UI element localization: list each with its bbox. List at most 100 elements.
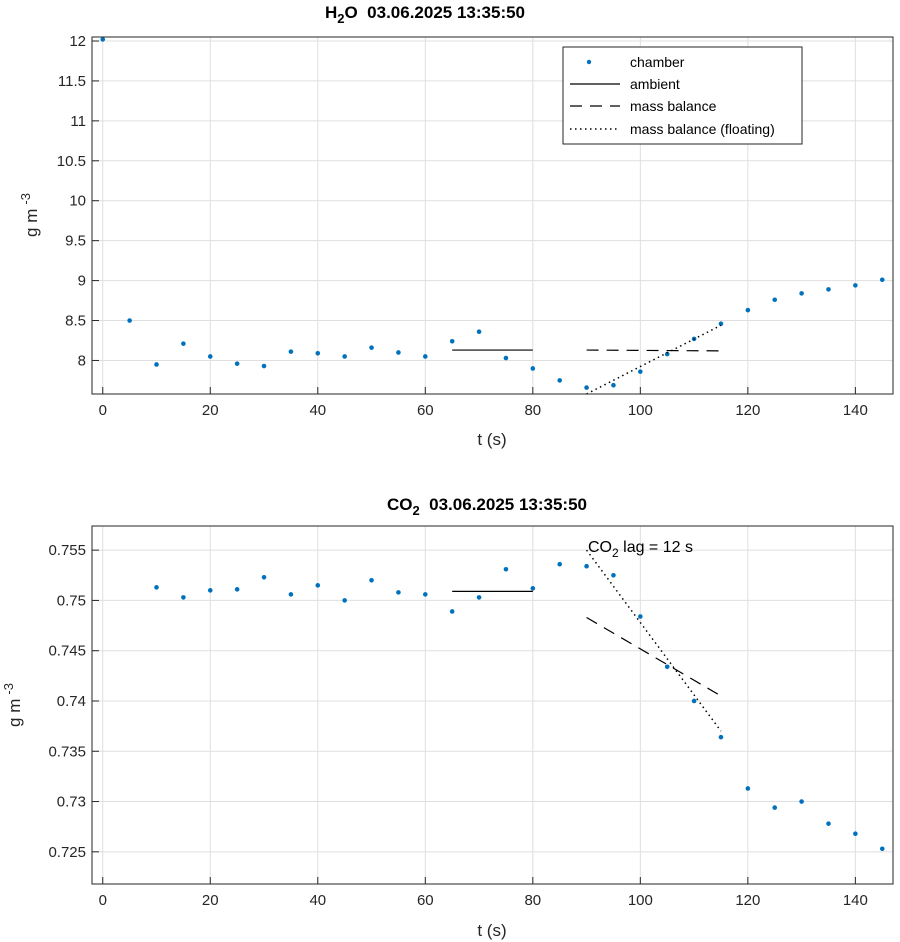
co2-chart: 0 20 40 60 80 100 120 140 0.725 0.73 0.735 0.74 0.74… xyxy=(1,495,894,940)
chamber-point xyxy=(745,786,751,791)
chamber-point xyxy=(718,734,724,740)
chamber-point xyxy=(664,664,670,670)
x-axis-label: t (s) xyxy=(477,921,506,940)
chamber-point xyxy=(315,350,321,356)
chamber-point xyxy=(853,831,858,837)
x-tick-label: 80 xyxy=(524,892,541,909)
y-tick-label: 10 xyxy=(69,193,86,210)
chamber-point xyxy=(853,283,858,288)
legend: chamber ambient mass balance mass balanc… xyxy=(562,46,803,145)
y-tick-label: 11 xyxy=(70,113,86,130)
chamber-point xyxy=(369,578,374,583)
chamber-point xyxy=(342,354,347,359)
chamber-point xyxy=(315,583,321,588)
x-tick-label: 60 xyxy=(417,402,434,419)
series-layer xyxy=(154,549,885,852)
chamber-point xyxy=(476,595,482,600)
legend-mass-balance-floating-label: mass balance (floating) xyxy=(630,121,775,137)
chamber-point xyxy=(100,37,106,42)
chamber-point xyxy=(181,341,186,346)
chamber-point xyxy=(664,351,670,357)
ticks: 0 20 40 60 80 100 120 140 0.725 0.73 0.735 0.74 0.74… xyxy=(48,542,867,909)
y-tick-label: 0.745 xyxy=(48,643,86,660)
x-tick-label: 80 xyxy=(524,402,541,419)
axes-box xyxy=(91,36,894,395)
chamber-point xyxy=(879,846,885,852)
legend-ambient-label: ambient xyxy=(630,76,680,92)
x-tick-label: 0 xyxy=(99,402,107,419)
chart-title: H2O 03.06.2025 13:35:50 xyxy=(325,3,525,26)
chamber-point xyxy=(342,598,347,603)
x-tick-label: 0 xyxy=(99,892,107,909)
chamber-point xyxy=(369,345,374,350)
lag-annotation-rest: lag = 12 s xyxy=(619,539,693,556)
title-main: H xyxy=(325,3,337,22)
mass-balance-line xyxy=(586,616,722,697)
lag-annotation: CO2 lag = 12 s xyxy=(588,539,693,560)
chamber-point xyxy=(503,566,509,572)
chamber-point xyxy=(288,592,294,597)
y-tick-label: 0.755 xyxy=(48,542,86,559)
y-tick-label: 8.5 xyxy=(65,313,86,330)
chamber-point xyxy=(396,590,401,595)
y-axis-label: g m -3 xyxy=(18,193,41,237)
y-axis-label-main: g m xyxy=(5,699,24,727)
y-axis-label-main: g m xyxy=(22,209,41,237)
title-rest: 03.06.2025 13:35:50 xyxy=(420,495,587,514)
x-tick-label: 40 xyxy=(309,402,326,419)
y-tick-label: 11.5 xyxy=(58,73,86,90)
mass-balance-floating-line xyxy=(586,324,722,395)
chamber-point xyxy=(638,369,643,374)
x-tick-label: 40 xyxy=(309,892,326,909)
chamber-point xyxy=(288,349,294,354)
y-tick-label: 8 xyxy=(78,352,86,369)
legend-mass-balance-label: mass balance xyxy=(630,98,717,114)
chamber-point xyxy=(772,297,778,303)
x-tick-label: 140 xyxy=(843,892,868,909)
chamber-point xyxy=(449,338,455,344)
title-main: CO xyxy=(387,495,413,514)
chamber-point xyxy=(261,574,267,580)
chamber-point xyxy=(879,277,885,283)
h2o-chart: 0 20 40 60 80 100 120 140 8 8.5 9 9.5 10 10.5 11 11.5 12… xyxy=(18,3,894,449)
y-tick-label: 9.5 xyxy=(65,233,86,250)
chamber-point xyxy=(476,329,482,335)
legend-chamber-marker xyxy=(586,59,592,65)
chamber-point xyxy=(826,821,831,826)
y-tick-label: 12 xyxy=(69,33,86,50)
chamber-point xyxy=(181,595,186,600)
chamber-point xyxy=(611,572,616,578)
x-tick-label: 20 xyxy=(202,892,219,909)
y-axis-label-exponent: -3 xyxy=(1,683,16,695)
chamber-point xyxy=(638,614,643,619)
chamber-point xyxy=(207,588,213,593)
chamber-point xyxy=(449,609,455,614)
chamber-point xyxy=(396,350,401,355)
chamber-point xyxy=(423,592,428,597)
x-tick-label: 100 xyxy=(628,402,653,419)
y-tick-label: 9 xyxy=(78,273,86,290)
chamber-point xyxy=(584,563,589,569)
grid xyxy=(92,37,893,394)
chamber-point xyxy=(127,318,132,323)
chamber-point xyxy=(557,378,562,383)
chamber-point xyxy=(691,698,697,704)
y-tick-label: 0.75 xyxy=(57,592,86,609)
chamber-point xyxy=(207,354,213,359)
title-rest: O 03.06.2025 13:35:50 xyxy=(344,3,525,22)
chamber-point xyxy=(261,363,267,369)
chamber-point xyxy=(154,362,159,367)
y-tick-label: 0.74 xyxy=(57,693,86,710)
chamber-point xyxy=(718,321,724,327)
legend-chamber-label: chamber xyxy=(630,54,685,70)
x-tick-label: 60 xyxy=(417,892,434,909)
chamber-point xyxy=(530,366,536,371)
chamber-point xyxy=(611,382,616,388)
y-tick-label: 0.735 xyxy=(48,743,86,760)
chart-title: CO2 03.06.2025 13:35:50 xyxy=(387,495,587,518)
chamber-point xyxy=(799,291,804,296)
x-tick-label: 20 xyxy=(202,402,219,419)
y-tick-label: 10.5 xyxy=(57,153,86,170)
chamber-point xyxy=(826,287,831,292)
legend-box xyxy=(562,46,803,145)
